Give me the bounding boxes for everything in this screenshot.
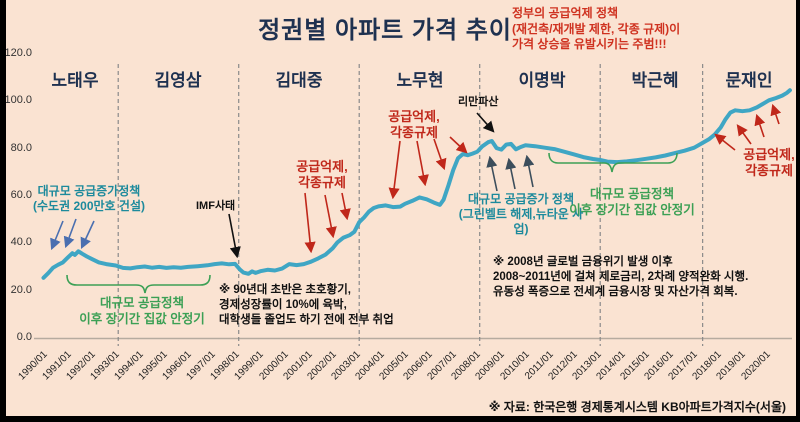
y-tick-label: 100.0 (4, 94, 32, 107)
warning-note: 정부의 공급억제 정책 (재건축/재개발 제한, 각종 규제)이 가격 상승을 … (512, 6, 681, 52)
y-tick-label: 120.0 (4, 46, 32, 59)
annotation-imf: IMF사태 (196, 200, 236, 212)
annotation-stable-period-2: 대규모 공급정책 이후 장기간 집값 안정기 (569, 187, 695, 217)
annotation-supply-lee-myung-bak: 대규모 공급증가 정책 (그린벨트 해제,뉴타운 사업) (458, 192, 584, 236)
note-1990s-boom: ※ 90년대 초반은 초호황기, 경제성장률이 10%에 육박, 대학생들 졸업… (219, 284, 394, 327)
president-label-5: 이명박 (518, 71, 566, 90)
annotation-stable-period-1: 대규모 공급정책 이후 장기간 집값 안정기 (79, 296, 205, 326)
y-tick-label: 80.0 (10, 141, 32, 154)
imf-arrow (228, 213, 241, 259)
president-label-1: 노태우 (51, 71, 99, 90)
annotation-supply-1990s: 대규모 공급증가정책 (수도권 200만호 건설) (33, 184, 145, 213)
lehman-arrow (476, 112, 495, 133)
stable-period-bracket-1 (66, 274, 211, 294)
source-note: ※ 자료: 한국은행 경제통계시스템 KB아파트가격지수(서울) (488, 400, 786, 414)
black-edge-right (796, 0, 800, 422)
stable-period-bracket-2 (548, 152, 678, 173)
y-tick-label: 40.0 (10, 236, 32, 249)
black-edge-left (0, 0, 6, 422)
annotation-regulation-moon-jae-in: 공급억제, 각종규제 (743, 147, 795, 179)
note-2008-crisis: ※ 2008년 글로벌 금융위기 발생 이후 2008~2011년에 걸쳐 제로… (493, 256, 749, 299)
annotation-regulation-roh-moo-hyun: 공급억제, 각종규제 (388, 109, 440, 141)
page-title: 정권별 아파트 가격 추이 (258, 17, 512, 44)
y-tick-label: 60.0 (10, 188, 32, 201)
supply-lmb-arrows (486, 154, 535, 192)
supply-1990s-arrows (50, 218, 95, 251)
y-tick-label: 0.0 (16, 331, 32, 343)
annotation-lehman: 리만파산 (458, 96, 499, 108)
president-label-6: 박근혜 (631, 71, 679, 90)
president-label-2: 김영삼 (154, 71, 202, 90)
black-edge-bottom (0, 416, 800, 422)
president-label-3: 김대중 (275, 71, 323, 90)
president-label-4: 노무현 (396, 71, 444, 90)
president-label-7: 문재인 (725, 71, 773, 90)
annotation-regulation-kim-dae-jung: 공급억제, 각종규제 (296, 159, 348, 191)
y-tick-label: 20.0 (10, 283, 32, 296)
